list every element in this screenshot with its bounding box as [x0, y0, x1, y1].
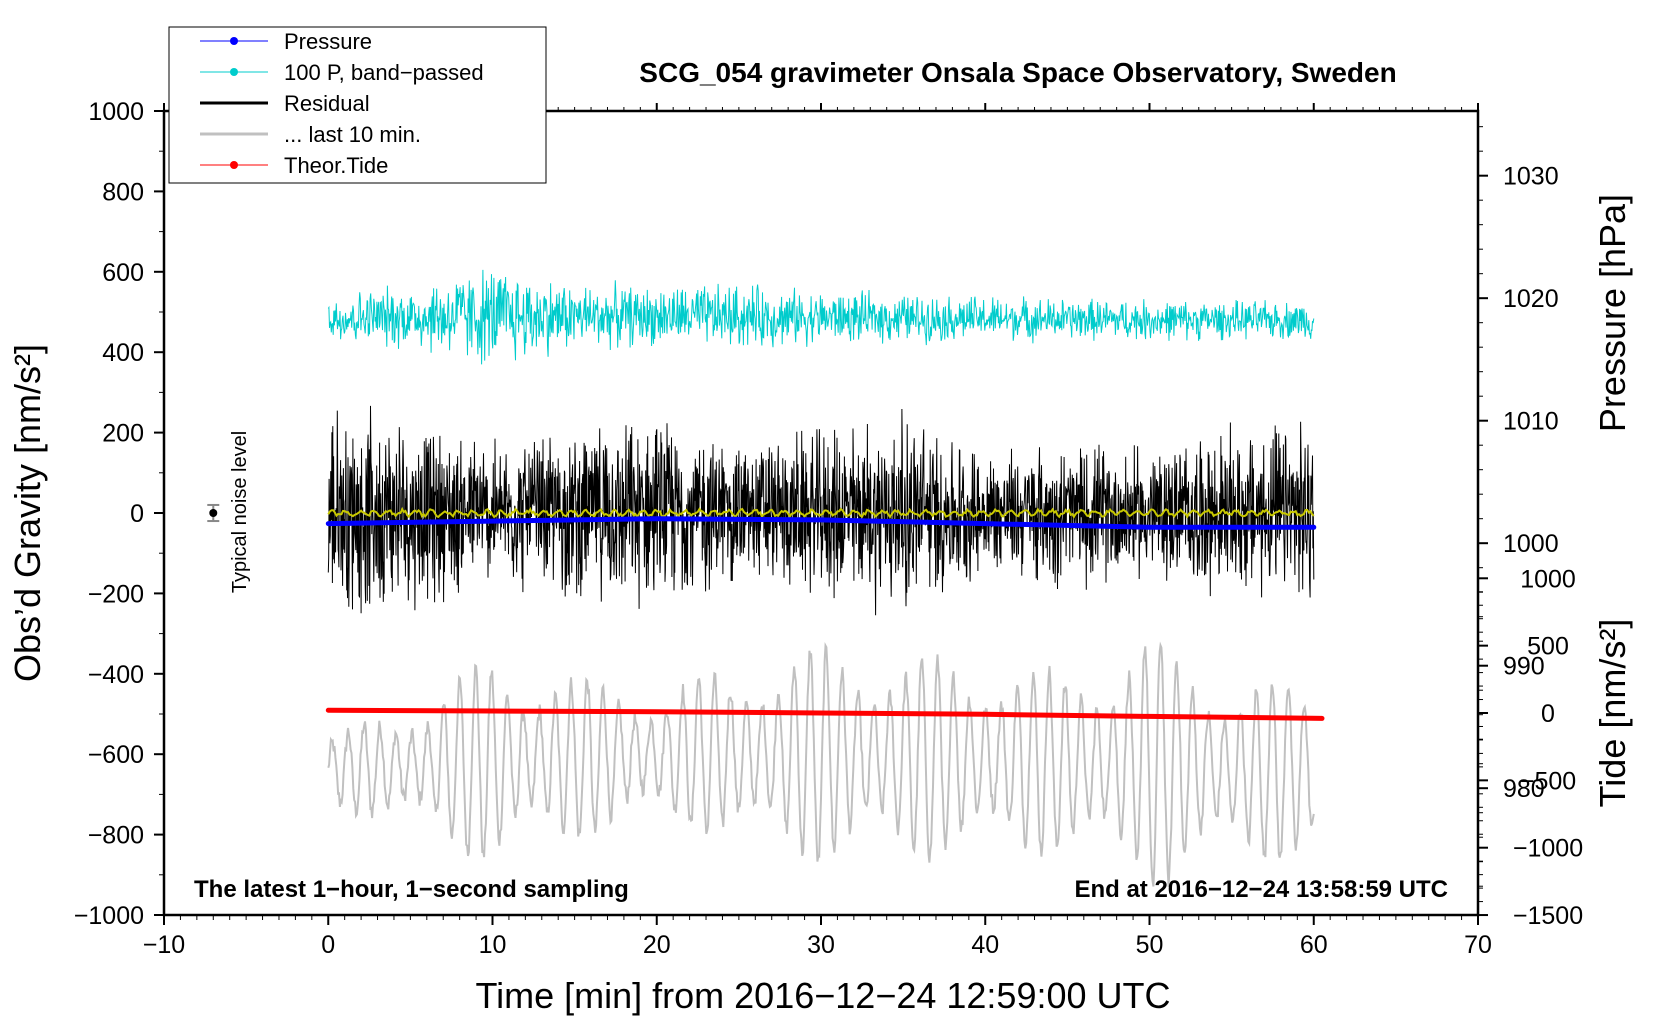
y-tick-label: 0 [130, 500, 144, 528]
legend-label: 100 P, band−passed [284, 60, 484, 85]
series-last-10-min-line [327, 641, 1315, 887]
y-tick-label: 200 [102, 420, 144, 448]
legend-box [168, 26, 547, 184]
pressure-tick-label: 1020 [1503, 285, 1559, 313]
legend-label: ... last 10 min. [284, 122, 421, 147]
y-tick-label: −800 [88, 822, 144, 850]
legend-label: Pressure [284, 29, 372, 54]
y-tick-label: −1000 [74, 902, 144, 930]
tide-tick-label: 0 [1541, 700, 1555, 728]
x-tick-label: 20 [643, 931, 671, 959]
tide-tick-label: −500 [1520, 767, 1576, 795]
pressure-tick-label: 1030 [1503, 163, 1559, 191]
pressure-tick-label: 990 [1503, 653, 1545, 681]
x-tick-label: 10 [479, 931, 507, 959]
pressure-tick-label: 1010 [1503, 408, 1559, 436]
legend: Pressure 100 P, band−passed Residual ... la… [168, 26, 547, 184]
noise-dot [209, 509, 218, 517]
series-layer [325, 269, 1325, 887]
tide-tick-label: 1000 [1520, 565, 1576, 593]
x-tick-label: 50 [1136, 931, 1164, 959]
y-tick-label: 1000 [88, 98, 144, 126]
y-axis-label-tide: Tide [nm/s²] [1592, 619, 1633, 808]
y-tick-label: 600 [102, 259, 144, 287]
legend-swatch-marker [230, 68, 238, 76]
y-tick-label: −600 [88, 741, 144, 769]
x-tick-label: 40 [971, 931, 999, 959]
x-tick-label: 70 [1464, 931, 1492, 959]
tide-tick-label: 500 [1527, 633, 1569, 661]
pressure-tick-label: 1000 [1503, 530, 1559, 558]
pressure-tick-label: 980 [1503, 775, 1545, 803]
series-tide-line [325, 707, 1325, 721]
y-axis-label-left: Obs’d Gravity [nm/s²] [7, 344, 48, 682]
y-tick-label: 400 [102, 339, 144, 367]
y-axis-label-pressure: Pressure [hPa] [1592, 194, 1633, 432]
x-axis-label: Time [min] from 2016−12−24 12:59:00 UTC [475, 975, 1170, 1016]
series-pressure-bandpassed-line [327, 269, 1315, 365]
noise-marker [207, 503, 220, 523]
annotation-sampling: The latest 1−hour, 1−second sampling [194, 876, 629, 903]
annotation-end-time: End at 2016−12−24 13:58:59 UTC [1074, 876, 1448, 903]
x-tick-label: 60 [1300, 931, 1328, 959]
series-pressure-line [325, 516, 1317, 530]
tide-tick-label: −1000 [1513, 835, 1583, 863]
x-tick-label: 0 [321, 931, 335, 959]
legend-label: Residual [284, 91, 370, 116]
y-tick-label: −400 [88, 661, 144, 689]
noise-label: Typical noise level [229, 431, 251, 593]
legend-label: Theor.Tide [284, 153, 388, 178]
y-tick-label: −200 [88, 580, 144, 608]
y-tick-label: 800 [102, 178, 144, 206]
chart-title: SCG_054 gravimeter Onsala Space Observat… [639, 57, 1396, 88]
legend-swatch-marker [230, 161, 238, 169]
series-residual-smoothed-line [327, 506, 1315, 519]
legend-swatch-marker [230, 37, 238, 45]
axis-layer: −10 0 10 20 30 40 50 60 7010008006004002000−200−… [74, 98, 1583, 959]
x-tick-label: −10 [143, 931, 185, 959]
x-tick-label: 30 [807, 931, 835, 959]
tide-tick-label: −1500 [1513, 902, 1583, 930]
